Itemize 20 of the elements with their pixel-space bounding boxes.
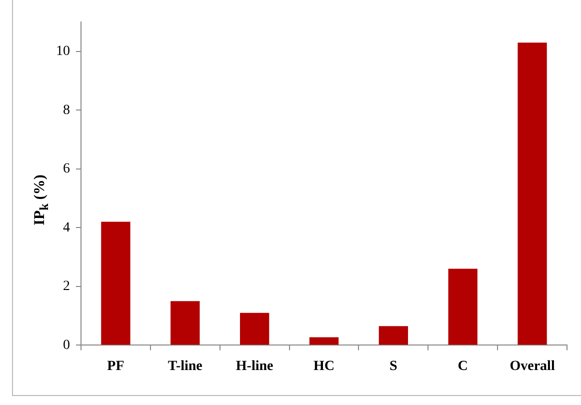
x-tick-label: Overall [510, 359, 555, 374]
bar [378, 326, 408, 345]
y-tick-label: 6 [63, 162, 70, 177]
bar [101, 222, 130, 345]
bar [518, 42, 547, 345]
x-tick-label: T-line [168, 359, 202, 374]
bar [309, 337, 339, 345]
y-tick-label: 8 [63, 102, 70, 118]
bar [448, 268, 478, 345]
x-tick-label: S [390, 359, 398, 374]
y-tick-label: 4 [63, 220, 70, 236]
x-tick-label: PF [107, 359, 124, 374]
x-tick-label: H-line [236, 359, 274, 374]
bar [240, 312, 270, 345]
bar [170, 301, 200, 345]
y-tick-label: 10 [56, 44, 70, 60]
x-tick-label: HC [314, 359, 334, 374]
y-tick-label: 0 [63, 338, 70, 353]
x-tick-label: C [458, 359, 468, 374]
y-tick-label: 2 [63, 279, 70, 294]
